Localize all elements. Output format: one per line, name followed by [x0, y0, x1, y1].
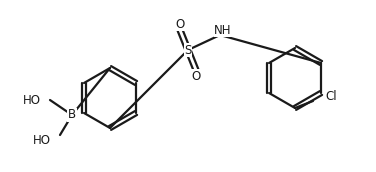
Text: HO: HO — [33, 133, 51, 147]
Text: B: B — [68, 109, 76, 121]
Text: NH: NH — [214, 24, 232, 36]
Text: O: O — [191, 69, 201, 83]
Text: O: O — [175, 18, 185, 30]
Text: Cl: Cl — [325, 90, 337, 104]
Text: S: S — [184, 44, 192, 56]
Text: HO: HO — [23, 94, 41, 106]
